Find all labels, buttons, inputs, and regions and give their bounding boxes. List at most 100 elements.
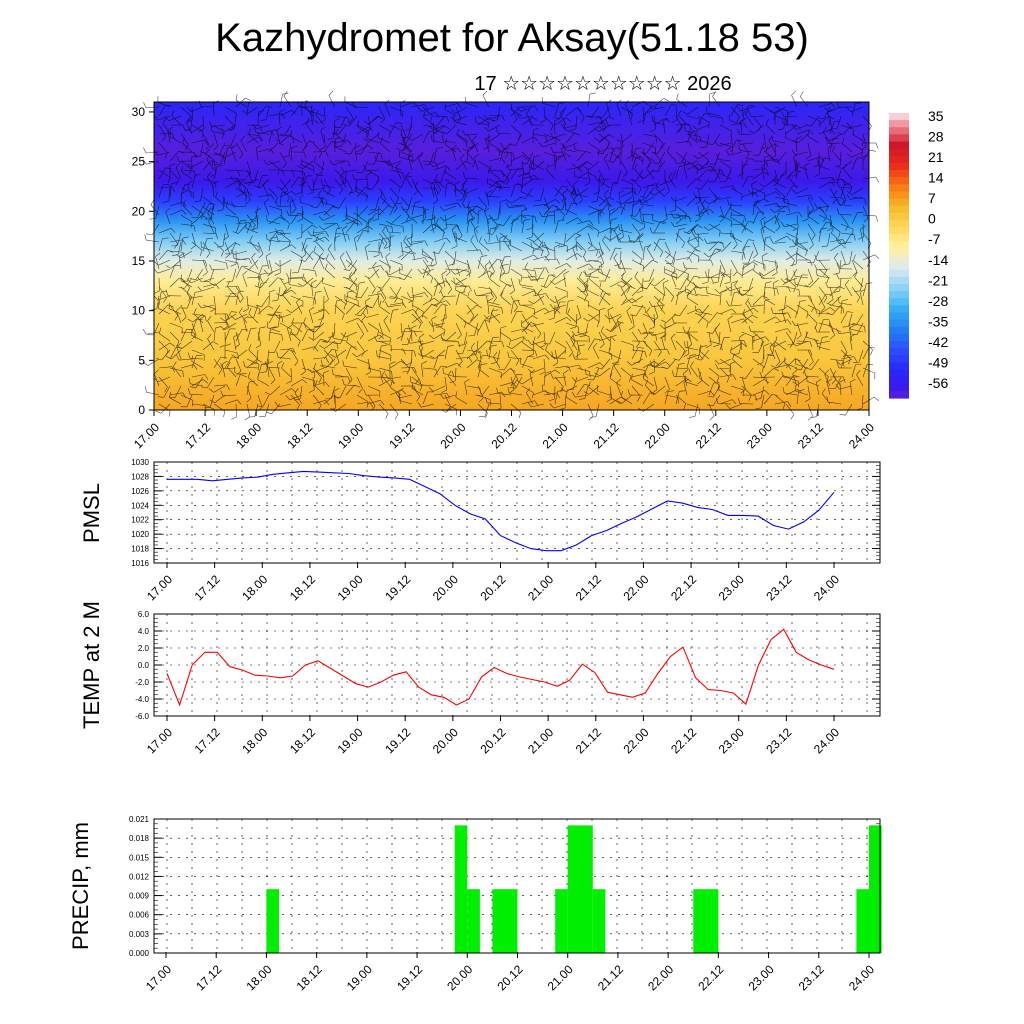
wind-barb-feather bbox=[361, 315, 366, 321]
wind-barb bbox=[444, 214, 457, 222]
wind-barb bbox=[488, 214, 498, 226]
wind-barb bbox=[858, 349, 864, 363]
wind-barb bbox=[169, 183, 172, 198]
wind-barb bbox=[763, 158, 777, 162]
wind-barb bbox=[844, 232, 853, 245]
wind-barb bbox=[759, 142, 765, 156]
wind-barb bbox=[368, 133, 380, 143]
wind-barb-feather bbox=[634, 271, 639, 278]
colorbar-label: 7 bbox=[928, 190, 936, 206]
wind-barb bbox=[322, 282, 336, 288]
wind-barb-feather bbox=[414, 181, 419, 188]
wind-barb-feather bbox=[842, 307, 845, 314]
wind-barb-feather bbox=[653, 360, 660, 366]
wind-barb-feather bbox=[451, 245, 458, 249]
wind-barb bbox=[236, 349, 248, 359]
wind-barb-feather bbox=[775, 336, 778, 343]
wind-barb bbox=[444, 394, 451, 407]
wind-barb bbox=[187, 184, 193, 198]
wind-barb bbox=[719, 214, 732, 222]
wind-barb bbox=[385, 256, 391, 270]
wind-barb bbox=[741, 105, 750, 117]
wind-barb bbox=[268, 130, 273, 144]
wind-barb bbox=[774, 328, 788, 333]
wind-barb-feather bbox=[313, 363, 316, 369]
wind-barb-feather bbox=[187, 352, 191, 359]
wind-barb-feather bbox=[570, 128, 576, 131]
wind-barb-feather bbox=[824, 369, 830, 375]
wind-barb bbox=[773, 140, 787, 144]
wind-barb-feather bbox=[597, 254, 603, 259]
wind-barb-feather bbox=[342, 225, 348, 230]
wind-barb-feather bbox=[164, 152, 168, 159]
wind-barb bbox=[438, 241, 446, 254]
wind-barb bbox=[565, 232, 576, 243]
wind-barb-feather bbox=[496, 149, 502, 153]
wind-barb bbox=[653, 221, 661, 234]
wind-barb-feather bbox=[209, 282, 215, 286]
wind-barb bbox=[334, 146, 347, 153]
wind-barb-feather bbox=[165, 207, 171, 212]
wind-barb bbox=[752, 171, 764, 180]
wind-barb bbox=[618, 193, 622, 207]
wind-barb-feather bbox=[789, 245, 796, 248]
wind-barb bbox=[488, 180, 500, 189]
wind-barb bbox=[249, 259, 259, 270]
wind-barb-feather bbox=[578, 271, 583, 278]
wind-barb-feather bbox=[239, 307, 243, 313]
wind-barb-feather bbox=[464, 378, 470, 383]
wind-barb-feather bbox=[210, 308, 216, 312]
wind-barb bbox=[657, 142, 666, 154]
wind-barb-feather bbox=[753, 307, 759, 313]
wind-barb bbox=[158, 169, 170, 178]
wind-barb-feather bbox=[324, 263, 328, 270]
wind-barb bbox=[345, 222, 355, 234]
wind-barb-feather bbox=[828, 299, 834, 304]
wind-barb bbox=[521, 349, 536, 351]
wind-barb bbox=[553, 133, 567, 138]
wind-barb bbox=[323, 214, 336, 221]
wind-barb-feather bbox=[358, 388, 363, 394]
wind-barb bbox=[145, 151, 160, 154]
wind-barb-feather bbox=[194, 174, 201, 176]
wind-barb-feather bbox=[372, 261, 377, 267]
wind-barb bbox=[600, 331, 611, 342]
y-tick-label: 1022 bbox=[131, 516, 149, 525]
x-tick-label: 17.12 bbox=[192, 725, 223, 756]
wind-barb bbox=[597, 187, 600, 201]
wind-barb bbox=[399, 102, 402, 117]
wind-barb bbox=[719, 259, 726, 272]
wind-barb-feather bbox=[592, 342, 598, 348]
wind-barb bbox=[313, 331, 325, 341]
wind-barb bbox=[356, 349, 369, 358]
wind-barb-feather bbox=[607, 160, 614, 163]
wind-barb-feather bbox=[302, 379, 308, 384]
wind-barb-feather bbox=[530, 241, 532, 248]
wind-barb-feather bbox=[374, 336, 378, 342]
wind-barb bbox=[697, 205, 701, 219]
wind-barb-feather bbox=[636, 234, 641, 240]
wind-barb bbox=[410, 327, 413, 342]
wind-barb bbox=[268, 331, 282, 335]
wind-barb bbox=[366, 175, 369, 189]
wind-barb bbox=[850, 106, 864, 113]
wind-barb-feather bbox=[282, 289, 286, 296]
wind-barb bbox=[719, 172, 732, 180]
wind-barb bbox=[304, 249, 314, 261]
wind-barb-feather bbox=[339, 182, 346, 186]
wind-barb-feather bbox=[810, 416, 817, 418]
wind-barb bbox=[289, 394, 303, 401]
wind-barb-feather bbox=[742, 343, 748, 348]
wind-barb-feather bbox=[513, 299, 520, 302]
wind-barb bbox=[186, 394, 193, 408]
wind-barb-feather bbox=[550, 372, 554, 379]
wind-barb bbox=[624, 104, 633, 117]
wind-barb bbox=[477, 115, 490, 124]
wind-barb-feather bbox=[793, 270, 796, 277]
wind-barb-feather bbox=[428, 162, 434, 167]
wind-barb-feather bbox=[418, 322, 422, 329]
wind-barb-feather bbox=[435, 217, 439, 224]
wind-barb bbox=[690, 366, 699, 378]
wind-barb-feather bbox=[730, 346, 732, 353]
colorbar-cell bbox=[889, 312, 909, 321]
